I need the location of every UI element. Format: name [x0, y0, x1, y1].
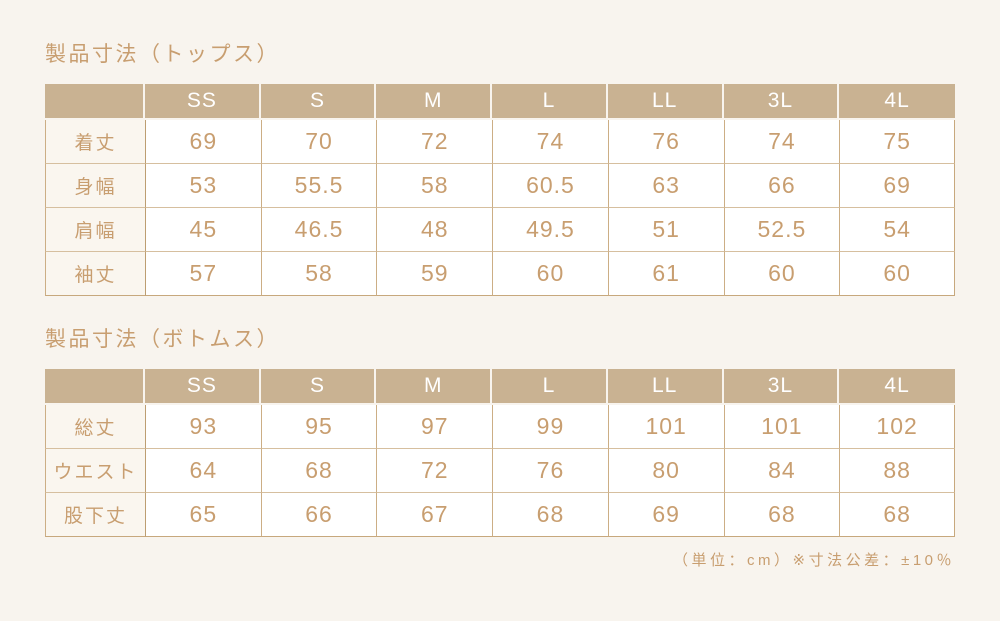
size-column-header: L	[492, 369, 608, 405]
bottoms-table-title: 製品寸法（ボトムス）	[45, 328, 280, 351]
size-header-row: SS S M L LL 3L 4L	[45, 84, 955, 120]
measurement-value-cell: 60	[839, 252, 955, 296]
measurement-value-cell: 69	[145, 120, 261, 164]
measurement-label: 身幅	[45, 164, 145, 208]
size-column-header: LL	[607, 369, 724, 405]
size-column-header: 4L	[839, 84, 955, 120]
tops-size-section: 製品寸法（トップス） SS S M L LL 3L 4L 着丈 69 70 72 74 76 74 75 身…	[45, 44, 955, 296]
measurement-row: 着丈 69 70 72 74 76 74 75	[45, 120, 955, 164]
bottoms-size-table: SS S M L LL 3L 4L 総丈 93 95 97 99 101 101 102 ウエスト 64 68 7…	[45, 369, 955, 537]
measurement-value-cell: 65	[145, 493, 261, 537]
measurement-value-cell: 57	[145, 252, 261, 296]
corner-cell	[45, 84, 145, 120]
size-column-header: M	[376, 84, 493, 120]
measurement-value-cell: 60	[492, 252, 608, 296]
measurement-value-cell: 68	[723, 493, 840, 537]
measurement-value-cell: 97	[376, 405, 493, 449]
measurement-value-cell: 68	[492, 493, 608, 537]
measurement-label: 総丈	[45, 405, 145, 449]
measurement-label: 着丈	[45, 120, 145, 164]
measurement-value-cell: 88	[839, 449, 955, 493]
size-column-header: SS	[145, 84, 261, 120]
measurement-value-cell: 59	[376, 252, 493, 296]
measurement-row: 総丈 93 95 97 99 101 101 102	[45, 405, 955, 449]
size-column-header: 4L	[839, 369, 955, 405]
measurement-value-cell: 66	[260, 493, 377, 537]
measurement-label: 肩幅	[45, 208, 145, 252]
measurement-value-cell: 66	[723, 164, 840, 208]
size-header-row: SS S M L LL 3L 4L	[45, 369, 955, 405]
measurement-value-cell: 58	[376, 164, 493, 208]
measurement-row: 股下丈 65 66 67 68 69 68 68	[45, 493, 955, 537]
measurement-value-cell: 102	[839, 405, 955, 449]
measurement-row: 身幅 53 55.5 58 60.5 63 66 69	[45, 164, 955, 208]
measurement-value-cell: 69	[839, 164, 955, 208]
size-column-header: S	[260, 84, 377, 120]
measurement-value-cell: 52.5	[723, 208, 840, 252]
size-column-header: 3L	[723, 84, 840, 120]
measurement-value-cell: 95	[260, 405, 377, 449]
measurement-value-cell: 101	[607, 405, 724, 449]
bottoms-size-section: 製品寸法（ボトムス） SS S M L LL 3L 4L 総丈 93 95 97 99 101 101 1…	[45, 329, 955, 537]
measurement-value-cell: 49.5	[492, 208, 608, 252]
size-column-header: M	[376, 369, 493, 405]
measurement-value-cell: 72	[376, 120, 493, 164]
measurement-value-cell: 55.5	[260, 164, 377, 208]
measurement-value-cell: 45	[145, 208, 261, 252]
measurement-value-cell: 64	[145, 449, 261, 493]
measurement-value-cell: 53	[145, 164, 261, 208]
measurement-label: 袖丈	[45, 252, 145, 296]
measurement-value-cell: 51	[607, 208, 724, 252]
measurement-row: ウエスト 64 68 72 76 80 84 88	[45, 449, 955, 493]
measurement-value-cell: 46.5	[260, 208, 377, 252]
measurement-value-cell: 69	[607, 493, 724, 537]
measurement-value-cell: 63	[607, 164, 724, 208]
measurement-value-cell: 80	[607, 449, 724, 493]
measurement-value-cell: 54	[839, 208, 955, 252]
measurement-value-cell: 61	[607, 252, 724, 296]
size-column-header: S	[260, 369, 377, 405]
measurement-value-cell: 74	[723, 120, 840, 164]
corner-cell	[45, 369, 145, 405]
measurement-value-cell: 76	[492, 449, 608, 493]
measurement-value-cell: 58	[260, 252, 377, 296]
size-column-header: LL	[607, 84, 724, 120]
measurement-value-cell: 60.5	[492, 164, 608, 208]
measurement-value-cell: 70	[260, 120, 377, 164]
measurement-value-cell: 101	[723, 405, 840, 449]
measurement-row: 袖丈 57 58 59 60 61 60 60	[45, 252, 955, 296]
measurement-row: 肩幅 45 46.5 48 49.5 51 52.5 54	[45, 208, 955, 252]
measurement-value-cell: 84	[723, 449, 840, 493]
measurement-value-cell: 68	[260, 449, 377, 493]
measurement-value-cell: 93	[145, 405, 261, 449]
measurement-value-cell: 76	[607, 120, 724, 164]
size-column-header: L	[492, 84, 608, 120]
size-column-header: 3L	[723, 369, 840, 405]
measurement-value-cell: 74	[492, 120, 608, 164]
tops-table-title: 製品寸法（トップス）	[45, 43, 280, 66]
measurement-value-cell: 60	[723, 252, 840, 296]
size-column-header: SS	[145, 369, 261, 405]
measurement-value-cell: 72	[376, 449, 493, 493]
measurement-value-cell: 75	[839, 120, 955, 164]
measurement-value-cell: 99	[492, 405, 608, 449]
tops-size-table: SS S M L LL 3L 4L 着丈 69 70 72 74 76 74 75 身幅 53 55.5 58 60…	[45, 84, 955, 296]
measurement-label: 股下丈	[45, 493, 145, 537]
unit-tolerance-note: （単位：cm）※寸法公差：±10％	[673, 552, 955, 569]
measurement-value-cell: 68	[839, 493, 955, 537]
measurement-label: ウエスト	[45, 449, 145, 493]
measurement-value-cell: 48	[376, 208, 493, 252]
measurement-value-cell: 67	[376, 493, 493, 537]
